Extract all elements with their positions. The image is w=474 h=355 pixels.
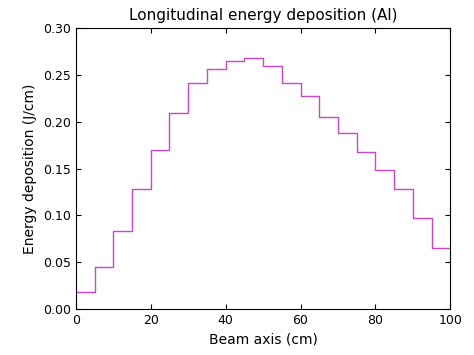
Title: Longitudinal energy deposition (Al): Longitudinal energy deposition (Al): [129, 8, 397, 23]
Y-axis label: Energy deposition (J/cm): Energy deposition (J/cm): [23, 83, 37, 254]
X-axis label: Beam axis (cm): Beam axis (cm): [209, 332, 318, 346]
